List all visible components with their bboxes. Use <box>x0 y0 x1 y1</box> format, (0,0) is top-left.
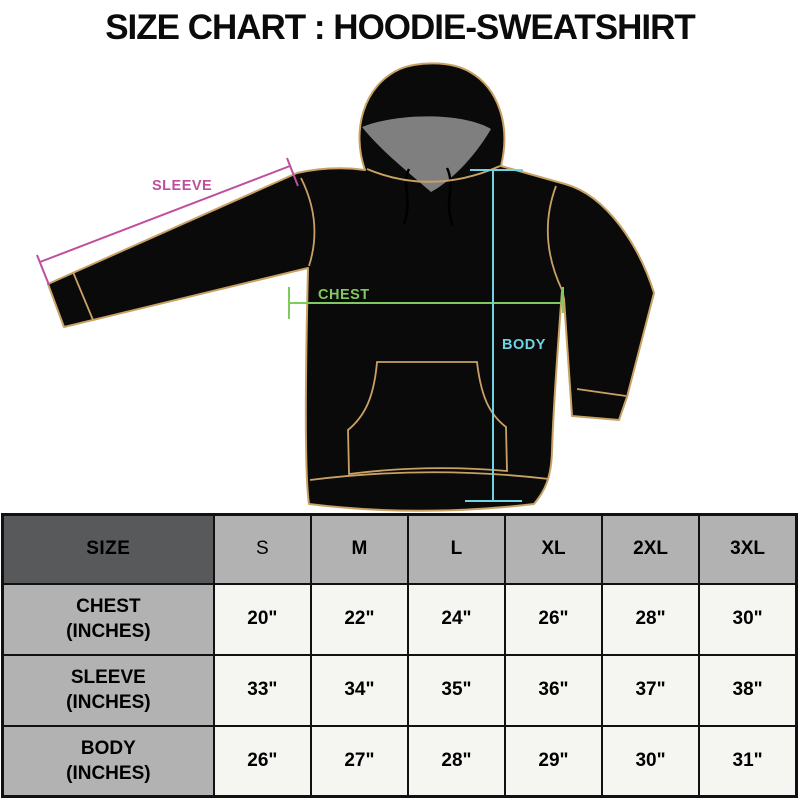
row-label-line2: (INCHES) <box>66 621 151 642</box>
sleeve-2xl: 37" <box>600 653 701 727</box>
body-s: 26" <box>212 724 312 798</box>
left-armhole-seam <box>300 177 316 267</box>
header-size-l: L <box>406 513 507 585</box>
collar-seam <box>366 165 501 183</box>
drawstring-left <box>402 168 411 225</box>
waistband-seam <box>309 471 550 481</box>
drawstring-right <box>445 167 455 227</box>
header-size-3xl: 3XL <box>698 513 798 585</box>
row-label-line2: (INCHES) <box>66 692 151 713</box>
body-2xl: 30" <box>600 724 701 798</box>
sleeve-label: SLEEVE <box>152 178 212 194</box>
sleeve-xl: 36" <box>504 653 603 727</box>
sleeve-s: 33" <box>212 653 312 727</box>
body-measure-line <box>465 169 523 502</box>
header-size-2xl: 2XL <box>600 513 701 585</box>
table-row-body: BODY (INCHES) 26" 27" 28" 29" 30" 31" <box>1 724 798 798</box>
chest-m: 22" <box>309 582 409 656</box>
chest-xl: 26" <box>504 582 603 656</box>
header-size-m: M <box>309 513 409 585</box>
row-label-sleeve: SLEEVE (INCHES) <box>1 653 215 727</box>
chest-l: 24" <box>406 582 507 656</box>
row-label-body: BODY (INCHES) <box>1 724 215 798</box>
sleeve-l: 35" <box>406 653 507 727</box>
chest-measure-line <box>288 287 564 319</box>
hood-inner <box>362 116 491 192</box>
body-m: 27" <box>309 724 409 798</box>
table-row-chest: CHEST (INCHES) 20" 22" 24" 26" 28" 30" <box>1 582 798 656</box>
header-size-s: S <box>212 513 312 585</box>
right-cuff-seam <box>576 388 627 397</box>
sleeve-m: 34" <box>309 653 409 727</box>
row-label-line2: (INCHES) <box>66 762 151 784</box>
size-table: SIZE S M L XL 2XL 3XL CHEST (INCHES) 20"… <box>1 513 798 798</box>
right-armhole-seam <box>546 185 563 291</box>
sleeve-measure-line <box>36 157 299 286</box>
row-label-line1: SLEEVE <box>70 667 146 688</box>
body-l: 28" <box>406 724 507 798</box>
header-size-cell: SIZE <box>1 513 215 585</box>
chest-2xl: 28" <box>600 582 701 656</box>
header-size-xl: XL <box>504 513 603 585</box>
kangaroo-pocket <box>347 361 508 476</box>
chest-label: CHEST <box>318 287 370 303</box>
sleeve-3xl: 38" <box>698 653 798 727</box>
hoodie-illustration: SLEEVE CHEST BODY <box>36 62 655 512</box>
table-row-sleeve: SLEEVE (INCHES) 33" 34" 35" 36" 37" 38" <box>1 653 798 727</box>
hoodie-body <box>47 62 655 512</box>
body-label: BODY <box>502 337 546 353</box>
row-label-line1: CHEST <box>76 596 141 617</box>
page-title: SIZE CHART : HOODIE-SWEATSHIRT <box>105 8 696 47</box>
table-header-row: SIZE S M L XL 2XL 3XL <box>1 513 798 585</box>
chest-3xl: 30" <box>698 582 798 656</box>
row-label-line1: BODY <box>80 737 136 759</box>
left-cuff-seam <box>72 271 94 321</box>
body-3xl: 31" <box>698 724 798 798</box>
row-label-chest: CHEST (INCHES) <box>1 582 215 656</box>
body-xl: 29" <box>504 724 603 798</box>
chest-s: 20" <box>212 582 312 656</box>
